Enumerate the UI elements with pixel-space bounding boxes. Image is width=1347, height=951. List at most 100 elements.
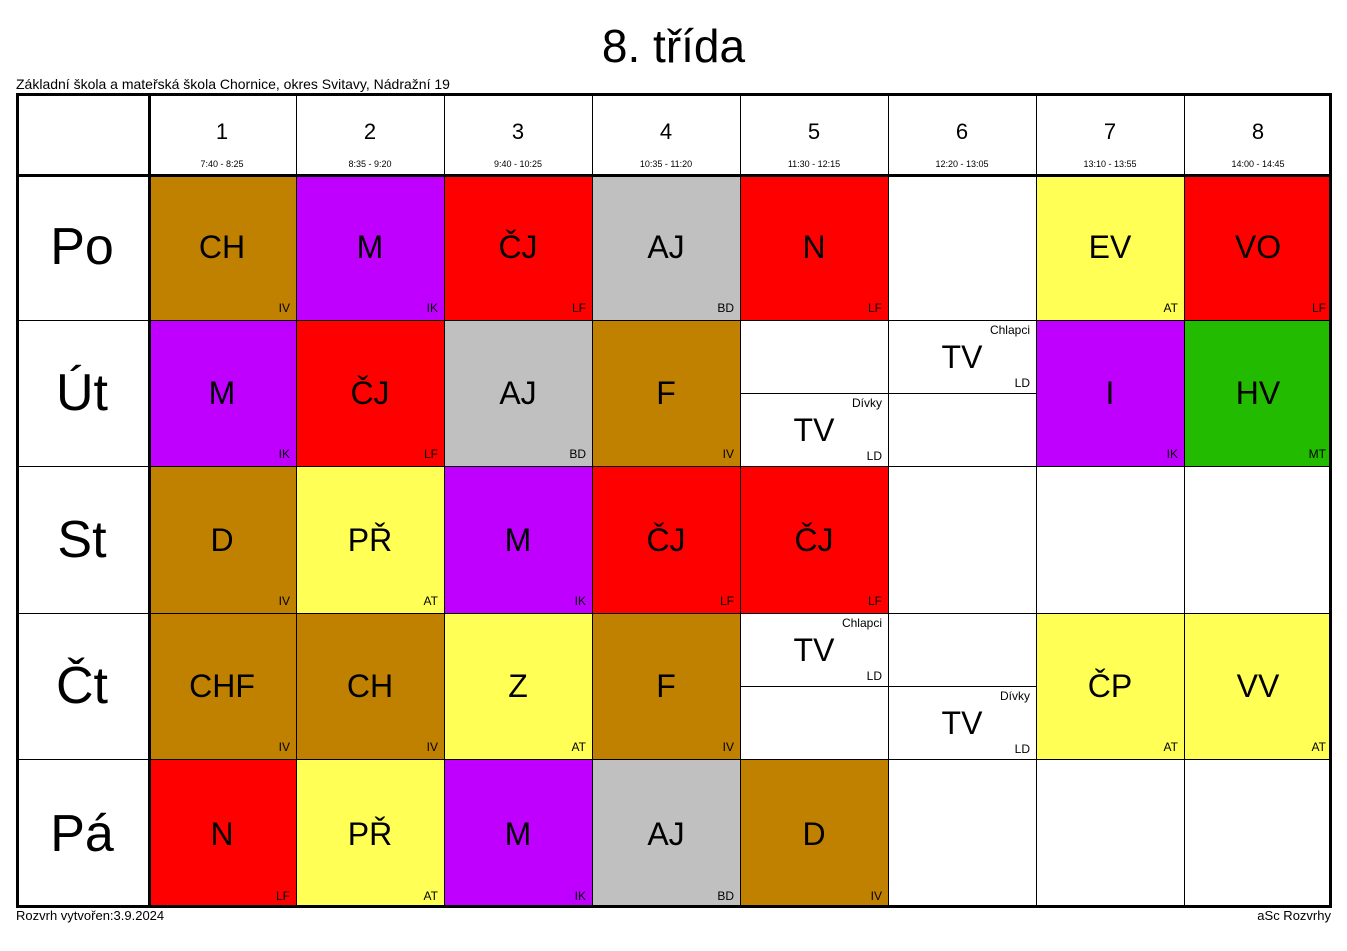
grid-line-horizontal [16,466,1332,467]
lesson-teacher: IK [1166,447,1178,461]
period-number: 5 [807,119,821,144]
grid-line-vertical [1329,93,1332,908]
grid-line-horizontal [16,759,1332,760]
period-time: 8:35 - 9:20 [348,159,392,169]
school-name: Základní škola a mateřská škola Chornice… [16,76,450,92]
day-label: St [57,510,107,569]
lesson-subject: F [656,668,676,704]
lesson-cell: HV MT [1184,320,1332,466]
period-header: 1 7:40 - 8:25 [148,93,296,174]
lesson-subject: VO [1234,229,1282,265]
lesson-cell: N LF [148,759,296,908]
created-date: Rozvrh vytvořen:3.9.2024 [16,908,165,923]
period-header: 6 12:20 - 13:05 [888,93,1036,174]
empty-half [740,686,888,759]
timetable-title: 8. třída [601,20,746,72]
lesson-cell: CH IV [148,174,296,320]
day-label-cell: Pá [16,759,148,908]
lesson-cell: Z AT [444,613,592,759]
lesson-subject: AJ [647,229,685,265]
period-time: 13:10 - 13:55 [1083,159,1137,169]
lesson-teacher: IV [278,594,290,608]
lesson-subject: TV [793,411,835,448]
lesson-teacher: AT [423,889,438,903]
grid-line-horizontal [16,93,1332,96]
lesson-cell: ČP AT [1036,613,1184,759]
lesson-group: Chlapci [989,323,1030,337]
lesson-teacher: IV [722,740,734,754]
grid-line-vertical [148,93,151,908]
lesson-subject: ČJ [646,521,686,558]
lesson-teacher: LF [571,301,586,315]
lesson-teacher: IV [278,740,290,754]
lesson-cell: M IK [296,174,444,320]
period-number: 1 [215,119,229,144]
lesson-subject: CH [198,229,246,265]
lesson-teacher: IK [278,447,290,461]
lesson-cell: ČJ LF [296,320,444,466]
lesson-group: Dívky [1000,689,1030,703]
lesson-cell: PŘ AT [296,759,444,908]
split-divider [740,686,888,687]
split-divider [888,686,1036,687]
day-label-cell: Po [16,174,148,320]
lesson-group: Dívky [852,396,882,410]
lesson-teacher: AT [1311,740,1326,754]
empty-half [888,393,1036,466]
grid-line-horizontal [16,905,1332,908]
grid-line-vertical [888,93,889,908]
period-header: 5 11:30 - 12:15 [740,93,888,174]
grid-line-vertical [740,93,741,908]
lesson-half: TV Dívky LD [740,393,888,466]
lesson-teacher: AT [571,740,586,754]
lesson-subject: PŘ [347,521,393,558]
lesson-teacher: LF [423,447,438,461]
lesson-cell: F IV [592,613,740,759]
lesson-cell: EV AT [1036,174,1184,320]
lesson-cell: I IK [1036,320,1184,466]
split-divider [740,393,888,394]
lesson-cell: ČJ LF [740,466,888,613]
lesson-teacher: LF [867,594,882,608]
lesson-cell: F IV [592,320,740,466]
lesson-cell: AJ BD [592,759,740,908]
lesson-teacher: IV [426,740,438,754]
lesson-subject: ČJ [794,521,834,558]
lesson-subject: M [356,229,384,265]
lesson-subject: M [504,815,532,852]
empty-slot [1036,759,1184,908]
lesson-teacher: IV [870,889,882,903]
lesson-cell: PŘ AT [296,466,444,613]
lesson-subject: N [210,815,234,852]
period-number: 7 [1103,119,1117,144]
period-header: 2 8:35 - 9:20 [296,93,444,174]
grid-line-horizontal [16,174,1332,177]
lesson-cell: M IK [444,759,592,908]
lesson-half: TV Chlapci LD [740,613,888,686]
lesson-subject: ČJ [498,229,538,265]
lesson-group: Chlapci [841,616,882,630]
lesson-cell: ČJ LF [592,466,740,613]
lesson-cell: ČJ LF [444,174,592,320]
lesson-subject: CHF [189,668,255,704]
lesson-teacher: BD [717,301,734,315]
period-time: 11:30 - 12:15 [787,159,841,169]
period-number: 4 [659,119,673,144]
lesson-cell: AJ BD [444,320,592,466]
grid-line-vertical [296,93,297,908]
empty-slot [888,759,1036,908]
grid-line-vertical [1184,93,1185,908]
lesson-teacher: IV [278,301,290,315]
lesson-subject: EV [1088,229,1132,265]
grid-line-vertical [444,93,445,908]
day-label-cell: St [16,466,148,613]
lesson-cell: VO LF [1184,174,1332,320]
lesson-cell: VV AT [1184,613,1332,759]
lesson-teacher: LF [867,301,882,315]
lesson-subject: AJ [647,815,685,852]
lesson-teacher: LF [275,889,290,903]
lesson-teacher: LD [866,449,882,463]
day-label: Pá [50,804,114,863]
period-time: 14:00 - 14:45 [1231,159,1285,169]
lesson-subject: TV [941,704,983,741]
